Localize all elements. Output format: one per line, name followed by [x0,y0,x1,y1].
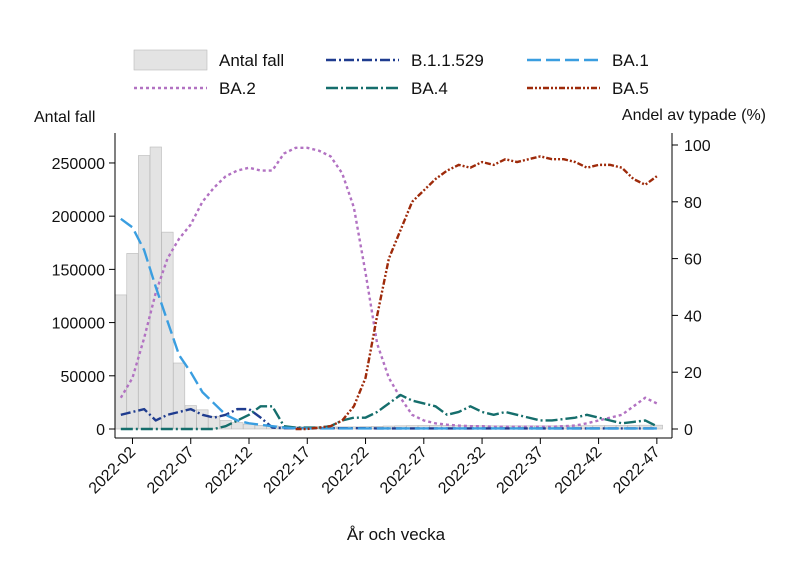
right-tick-label: 40 [684,308,702,325]
x-axis-title: År och vecka [347,525,446,544]
right-tick-label: 0 [684,422,693,439]
bar-week-9 [208,415,221,430]
legend-label-ba-4: BA.4 [411,79,448,98]
bar-week-6 [173,362,186,430]
bar-week-2 [126,253,139,430]
bar-week-11 [231,422,244,430]
left-tick-label: 50000 [61,369,106,386]
right-tick-label: 20 [684,365,702,382]
right-tick-label: 80 [684,195,702,212]
legend-label-ba-1: BA.1 [612,51,649,70]
legend-swatch-antal-fall [133,49,208,71]
legend-label-b-1-1-529: B.1.1.529 [411,51,484,70]
left-axis-title: Antal fall [34,109,95,126]
right-tick-label: 100 [684,138,711,155]
legend: Antal fall B.1.1.529 BA.1 BA.2 BA.4 BA.5 [133,49,649,98]
bar-week-1 [114,294,127,430]
legend-label-ba-2: BA.2 [219,79,256,98]
left-tick-label: 200000 [52,209,105,226]
left-tick-label: 150000 [52,262,105,279]
bar-week-47 [650,424,663,430]
legend-label-ba-5: BA.5 [612,79,649,98]
left-tick-label: 100000 [52,316,105,333]
right-axis-title: Andel av typade (%) [622,107,766,124]
line-ba-2 [119,146,658,428]
lines-layer [119,146,658,431]
right-tick-label: 60 [684,252,702,269]
line-ba-1 [120,217,657,430]
bar-week-3 [138,155,151,430]
left-tick-label: 250000 [52,156,105,173]
legend-label-antal-fall: Antal fall [219,51,284,70]
line-ba-4 [120,393,658,431]
left-tick-label: 0 [96,422,105,439]
line-ba-5 [295,155,658,431]
